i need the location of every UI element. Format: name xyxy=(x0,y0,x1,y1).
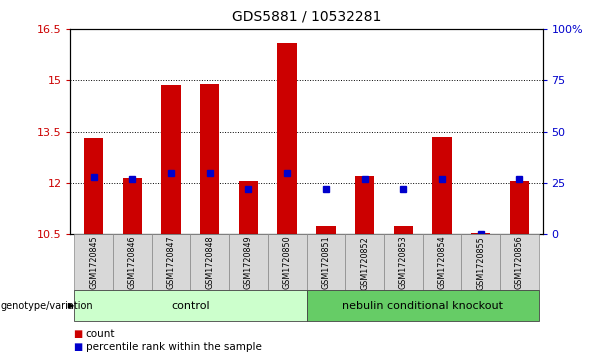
Bar xyxy=(461,234,500,290)
Bar xyxy=(306,234,345,290)
Bar xyxy=(345,234,384,290)
Bar xyxy=(306,290,539,321)
Text: GSM1720845: GSM1720845 xyxy=(89,236,98,289)
Bar xyxy=(509,181,529,234)
Bar xyxy=(200,84,219,234)
Text: percentile rank within the sample: percentile rank within the sample xyxy=(86,342,262,352)
Bar xyxy=(74,290,306,321)
Text: control: control xyxy=(171,301,210,311)
Text: GSM1720849: GSM1720849 xyxy=(244,236,253,289)
Text: ■: ■ xyxy=(74,342,83,352)
Bar xyxy=(239,181,258,234)
Text: count: count xyxy=(86,329,115,339)
Bar xyxy=(394,226,413,234)
Text: GDS5881 / 10532281: GDS5881 / 10532281 xyxy=(232,9,381,23)
Text: ■: ■ xyxy=(74,329,83,339)
Text: GSM1720855: GSM1720855 xyxy=(476,236,485,290)
Text: genotype/variation: genotype/variation xyxy=(1,301,93,311)
Bar xyxy=(355,176,374,234)
Text: GSM1720852: GSM1720852 xyxy=(360,236,369,290)
Text: GSM1720850: GSM1720850 xyxy=(283,236,292,289)
Bar xyxy=(84,138,104,234)
Text: GSM1720853: GSM1720853 xyxy=(398,236,408,289)
Bar xyxy=(278,43,297,234)
Bar xyxy=(152,234,191,290)
Text: GSM1720851: GSM1720851 xyxy=(321,236,330,289)
Bar xyxy=(471,233,490,234)
Text: nebulin conditional knockout: nebulin conditional knockout xyxy=(342,301,503,311)
Text: GSM1720856: GSM1720856 xyxy=(515,236,524,289)
Text: GSM1720847: GSM1720847 xyxy=(167,236,175,289)
Bar xyxy=(422,234,461,290)
Bar xyxy=(161,85,181,234)
Bar xyxy=(432,137,452,234)
Text: GSM1720854: GSM1720854 xyxy=(438,236,446,289)
Bar xyxy=(384,234,422,290)
Bar xyxy=(316,226,335,234)
Bar xyxy=(229,234,268,290)
Bar xyxy=(191,234,229,290)
Bar xyxy=(74,234,113,290)
Bar xyxy=(268,234,306,290)
Bar xyxy=(123,178,142,234)
Bar xyxy=(500,234,539,290)
Bar xyxy=(113,234,152,290)
Text: GSM1720846: GSM1720846 xyxy=(128,236,137,289)
Text: GSM1720848: GSM1720848 xyxy=(205,236,215,289)
